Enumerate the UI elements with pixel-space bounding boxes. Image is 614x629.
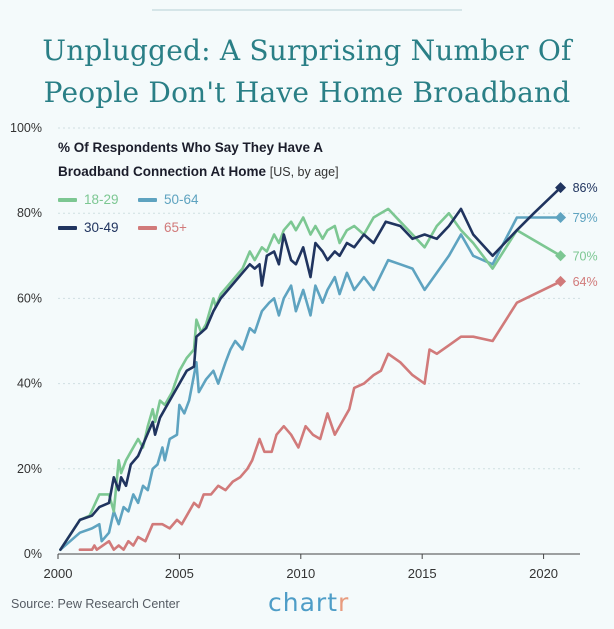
brand-accent: r bbox=[338, 588, 350, 617]
legend-item-30-49: 30-49 bbox=[58, 220, 119, 235]
y-tick-label: 0% bbox=[24, 547, 42, 561]
series-line-30-49 bbox=[59, 186, 562, 551]
x-tick-label: 2000 bbox=[44, 566, 73, 581]
x-tick-label: 2015 bbox=[408, 566, 437, 581]
chart-title: Unplugged: A Surprising Number Of People… bbox=[0, 30, 614, 114]
series-line-18-29 bbox=[59, 207, 562, 551]
y-tick-label: 60% bbox=[17, 291, 42, 305]
legend-label-65plus: 65+ bbox=[164, 220, 187, 235]
subtitle-note: [US, by age] bbox=[269, 165, 339, 179]
series-line-65plus bbox=[78, 280, 562, 551]
end-label-50-64: 79% bbox=[573, 211, 598, 225]
legend-swatch-30-49 bbox=[58, 225, 77, 230]
end-marker-18-29 bbox=[555, 250, 567, 262]
chartr-logo: chartr bbox=[268, 588, 349, 617]
series-line-50-64 bbox=[59, 216, 562, 551]
legend-item-18-29: 18-29 bbox=[58, 192, 119, 207]
subtitle-line-2-text: Broadband Connection At Home bbox=[58, 164, 266, 179]
legend-swatch-50-64 bbox=[138, 197, 157, 202]
end-label-18-29: 70% bbox=[573, 249, 598, 263]
end-marker-65plus bbox=[555, 275, 567, 287]
end-label-30-49: 86% bbox=[573, 181, 598, 195]
legend-label-50-64: 50-64 bbox=[164, 192, 199, 207]
legend-item-50-64: 50-64 bbox=[138, 192, 199, 207]
subtitle-line-1: % Of Respondents Who Say They Have A bbox=[58, 140, 324, 155]
legend-label-18-29: 18-29 bbox=[84, 192, 119, 207]
legend-item-65plus: 65+ bbox=[138, 220, 187, 235]
chart-title-line-1: Unplugged: A Surprising Number Of bbox=[42, 34, 572, 67]
end-marker-50-64 bbox=[555, 211, 567, 223]
x-tick-label: 2020 bbox=[529, 566, 558, 581]
y-tick-label: 100% bbox=[10, 121, 42, 135]
subtitle-line-2: Broadband Connection At Home [US, by age… bbox=[58, 160, 339, 184]
source-note: Source: Pew Research Center bbox=[11, 597, 180, 611]
end-label-65plus: 64% bbox=[573, 275, 598, 289]
end-marker-30-49 bbox=[555, 182, 567, 194]
y-tick-label: 80% bbox=[17, 206, 42, 220]
y-tick-label: 40% bbox=[17, 377, 42, 391]
x-tick-label: 2005 bbox=[165, 566, 194, 581]
legend-swatch-18-29 bbox=[58, 197, 77, 202]
header-divider bbox=[152, 9, 462, 11]
x-tick-label: 2010 bbox=[286, 566, 315, 581]
chart-subtitle: % Of Respondents Who Say They Have A Bro… bbox=[58, 136, 339, 184]
legend-swatch-65plus bbox=[138, 225, 157, 230]
chart-title-line-2: People Don't Have Home Broadband bbox=[43, 76, 571, 109]
legend-label-30-49: 30-49 bbox=[84, 220, 119, 235]
brand-main: chart bbox=[268, 588, 338, 617]
y-tick-label: 20% bbox=[17, 462, 42, 476]
